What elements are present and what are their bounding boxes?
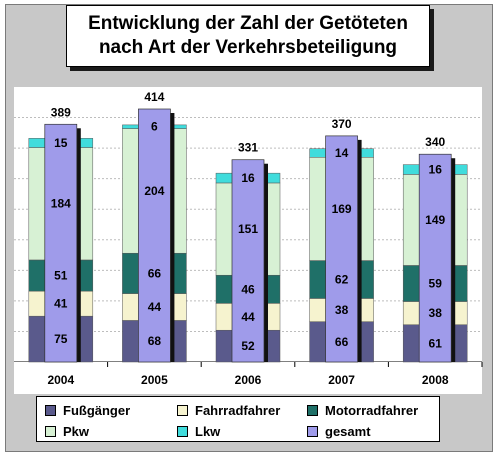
segment-label: 66 bbox=[148, 266, 162, 280]
segment-label: 151 bbox=[238, 222, 258, 236]
x-tick-label: 2004 bbox=[47, 373, 74, 387]
segment-label: 61 bbox=[429, 336, 443, 350]
segment-label: 149 bbox=[425, 213, 445, 227]
x-tick-label: 2006 bbox=[235, 373, 262, 387]
segment-label: 44 bbox=[148, 300, 162, 314]
segment-label: 15 bbox=[54, 136, 68, 150]
legend-swatch bbox=[177, 426, 188, 437]
segment-label: 44 bbox=[241, 310, 255, 324]
total-label: 389 bbox=[51, 105, 71, 119]
legend-swatch bbox=[307, 426, 318, 437]
chart-legend: Fußgänger Fahrradfahrer Motorradfahrer Pkw L… bbox=[36, 396, 440, 442]
segment-label: 68 bbox=[148, 334, 162, 348]
legend-item: Fahrradfahrer bbox=[177, 403, 280, 418]
segment-label: 51 bbox=[54, 269, 68, 283]
legend-label: Pkw bbox=[63, 424, 90, 439]
segment-label: 169 bbox=[332, 202, 352, 216]
segment-label: 62 bbox=[335, 273, 349, 287]
legend-swatch bbox=[177, 405, 188, 416]
total-label: 370 bbox=[332, 117, 352, 131]
segment-label: 16 bbox=[429, 163, 443, 177]
segment-label: 184 bbox=[51, 197, 71, 211]
x-tick-label: 2007 bbox=[328, 373, 355, 387]
legend-swatch bbox=[45, 405, 56, 416]
legend-label: Motorradfahrer bbox=[325, 403, 419, 418]
legend-label: Lkw bbox=[195, 424, 221, 439]
segment-label: 75 bbox=[54, 332, 68, 346]
x-axis-band bbox=[14, 362, 482, 394]
segment-label: 204 bbox=[144, 184, 164, 198]
segment-label: 6 bbox=[151, 120, 158, 134]
segment-label: 16 bbox=[241, 171, 255, 185]
total-bar bbox=[231, 159, 265, 363]
chart-title-line-1: Entwicklung der Zahl der Getöteten bbox=[88, 13, 408, 34]
segment-label: 59 bbox=[429, 276, 443, 290]
segment-label: 38 bbox=[335, 303, 349, 317]
segment-label: 14 bbox=[335, 146, 349, 160]
x-tick-label: 2005 bbox=[141, 373, 168, 387]
legend-item: Lkw bbox=[177, 424, 220, 439]
legend-swatch bbox=[307, 405, 318, 416]
total-label: 340 bbox=[425, 135, 445, 149]
legend-item: gesamt bbox=[307, 424, 371, 439]
total-bar bbox=[325, 135, 358, 363]
legend-swatch bbox=[45, 426, 56, 437]
total-label: 331 bbox=[238, 141, 258, 155]
legend-item: Pkw bbox=[45, 424, 89, 439]
segment-label: 66 bbox=[335, 335, 349, 349]
legend-label: gesamt bbox=[325, 424, 371, 439]
total-bar bbox=[418, 153, 452, 363]
chart-title-box: Entwicklung der Zahl der Getöteten nach … bbox=[66, 5, 430, 67]
legend-item: Motorradfahrer bbox=[307, 403, 418, 418]
segment-label: 41 bbox=[54, 297, 68, 311]
legend-label: Fahrradfahrer bbox=[195, 403, 281, 418]
total-label: 414 bbox=[144, 90, 164, 104]
chart-title-line-2: nach Art der Verkehrsbeteiligung bbox=[98, 37, 398, 58]
segment-label: 52 bbox=[241, 339, 255, 353]
legend-item: Fußgänger bbox=[45, 403, 130, 418]
legend-label: Fußgänger bbox=[63, 403, 131, 418]
total-bar bbox=[138, 108, 171, 363]
x-tick-label: 2008 bbox=[422, 373, 449, 387]
total-bar bbox=[44, 123, 78, 363]
segment-label: 38 bbox=[429, 306, 443, 320]
segment-label: 46 bbox=[241, 282, 255, 296]
